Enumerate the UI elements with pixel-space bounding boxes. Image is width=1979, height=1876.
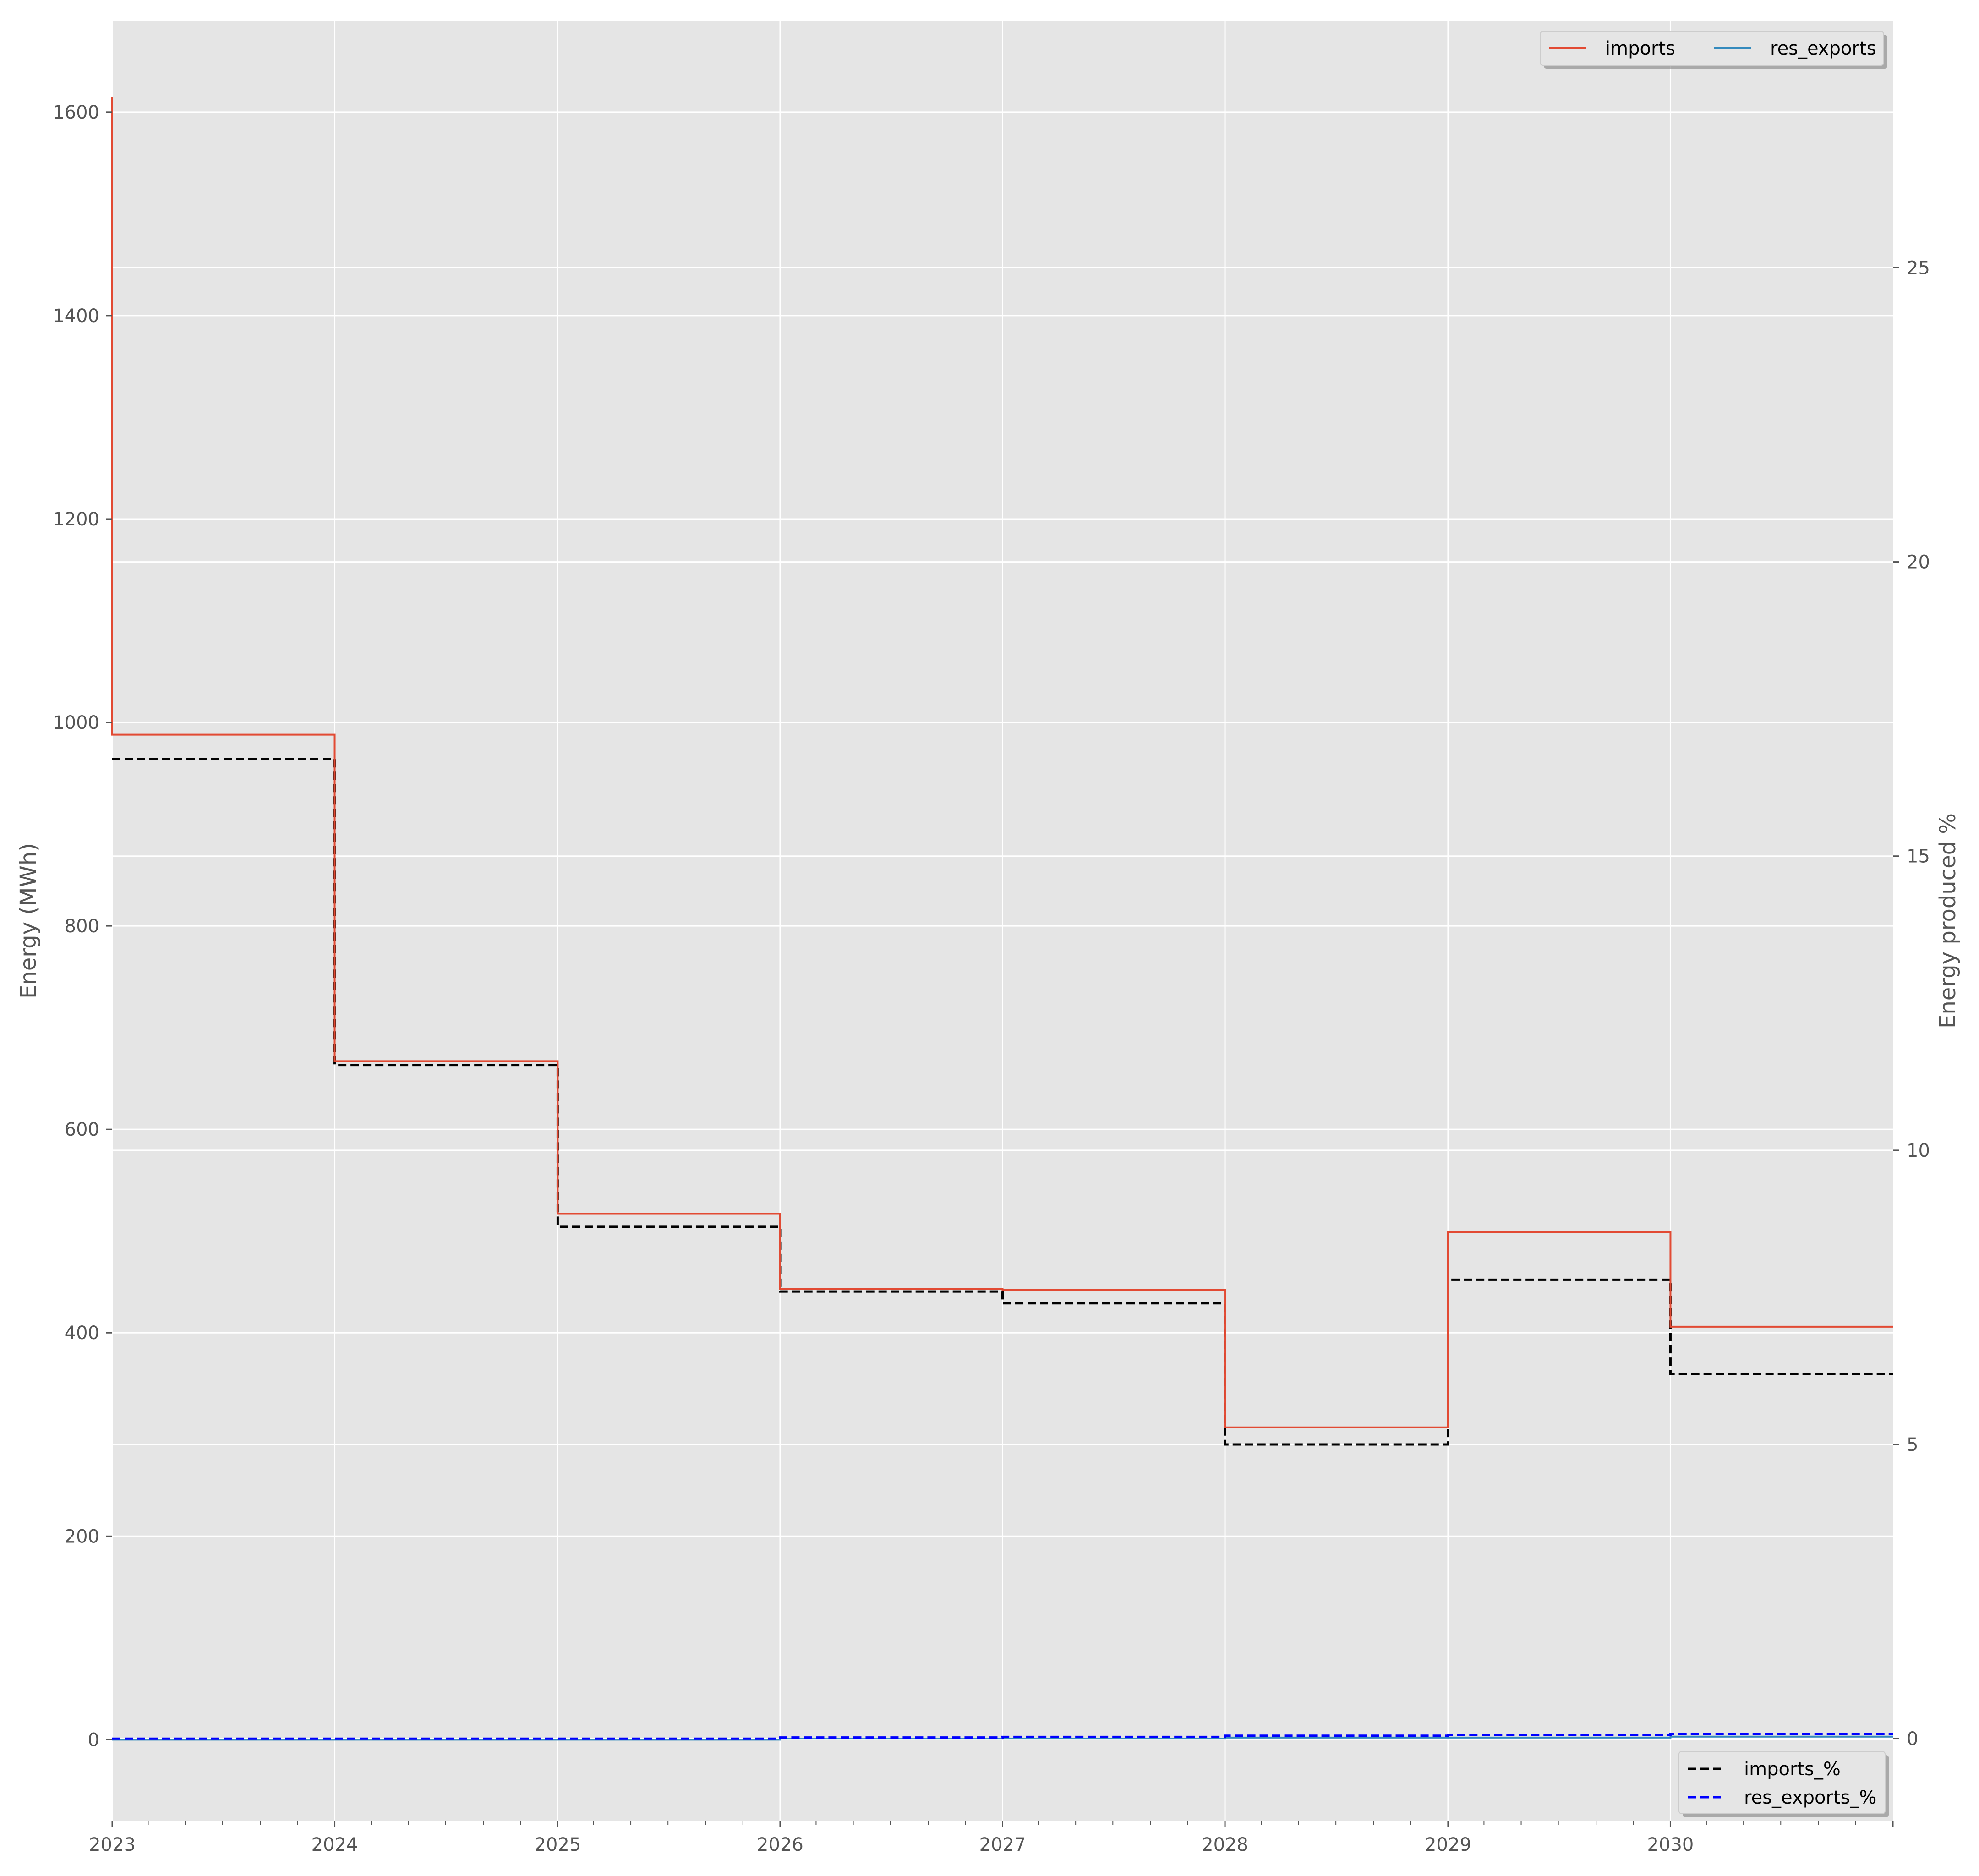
legend-box: [1678, 1751, 1886, 1814]
x-tick-label: 2026: [757, 1834, 804, 1855]
series-line-res-exports_pct: [112, 1733, 1893, 1740]
x-tick-label: 2028: [1202, 1834, 1248, 1855]
legend-box: [1540, 31, 1884, 66]
x-tick-label: 2030: [1647, 1834, 1694, 1855]
left-y-tick-label: 400: [65, 1323, 99, 1344]
left-y-tick-label: 1000: [53, 712, 99, 733]
series-line-imports: [111, 97, 1893, 1428]
right-y-tick-label: 10: [1907, 1140, 1930, 1161]
right-y-tick-label: 0: [1907, 1728, 1918, 1750]
left-y-tick-label: 1400: [53, 306, 99, 327]
left-y-tick-label: 800: [65, 916, 99, 937]
series-line-imports-pct: [112, 758, 1893, 1446]
x-tick-label: 2029: [1425, 1834, 1471, 1855]
legend-label: imports_%: [1744, 1759, 1841, 1780]
right-y-tick-label: 25: [1907, 257, 1930, 279]
left-axis-title: Energy (MWh): [16, 843, 41, 999]
axes-layer: 2023 2024 2025 2026 2027 2028 2029 203002004006…: [53, 102, 1930, 1855]
left-y-tick-label: 1600: [53, 102, 99, 123]
right-y-tick-label: 20: [1907, 552, 1930, 573]
legend-label: res_exports: [1770, 38, 1876, 59]
right-y-tick-label: 15: [1907, 846, 1930, 867]
x-tick-label: 2023: [89, 1834, 136, 1855]
series-layer: [111, 97, 1893, 1741]
legend-label: imports: [1605, 38, 1675, 59]
x-tick-label: 2027: [979, 1834, 1026, 1855]
legend-layer: imports res_exports imports_% res_exports_%: [1540, 31, 1889, 1817]
left-y-tick-label: 200: [65, 1526, 99, 1547]
legend-label: res_exports_%: [1744, 1787, 1876, 1808]
left-y-tick-label: 600: [65, 1119, 99, 1140]
right-y-tick-label: 5: [1907, 1434, 1918, 1455]
right-axis-title: Energy produced %: [1935, 813, 1961, 1028]
x-tick-label: 2024: [312, 1834, 358, 1855]
left-y-tick-label: 1200: [53, 509, 99, 530]
left-y-tick-label: 0: [88, 1729, 99, 1750]
x-tick-label: 2025: [535, 1834, 581, 1855]
